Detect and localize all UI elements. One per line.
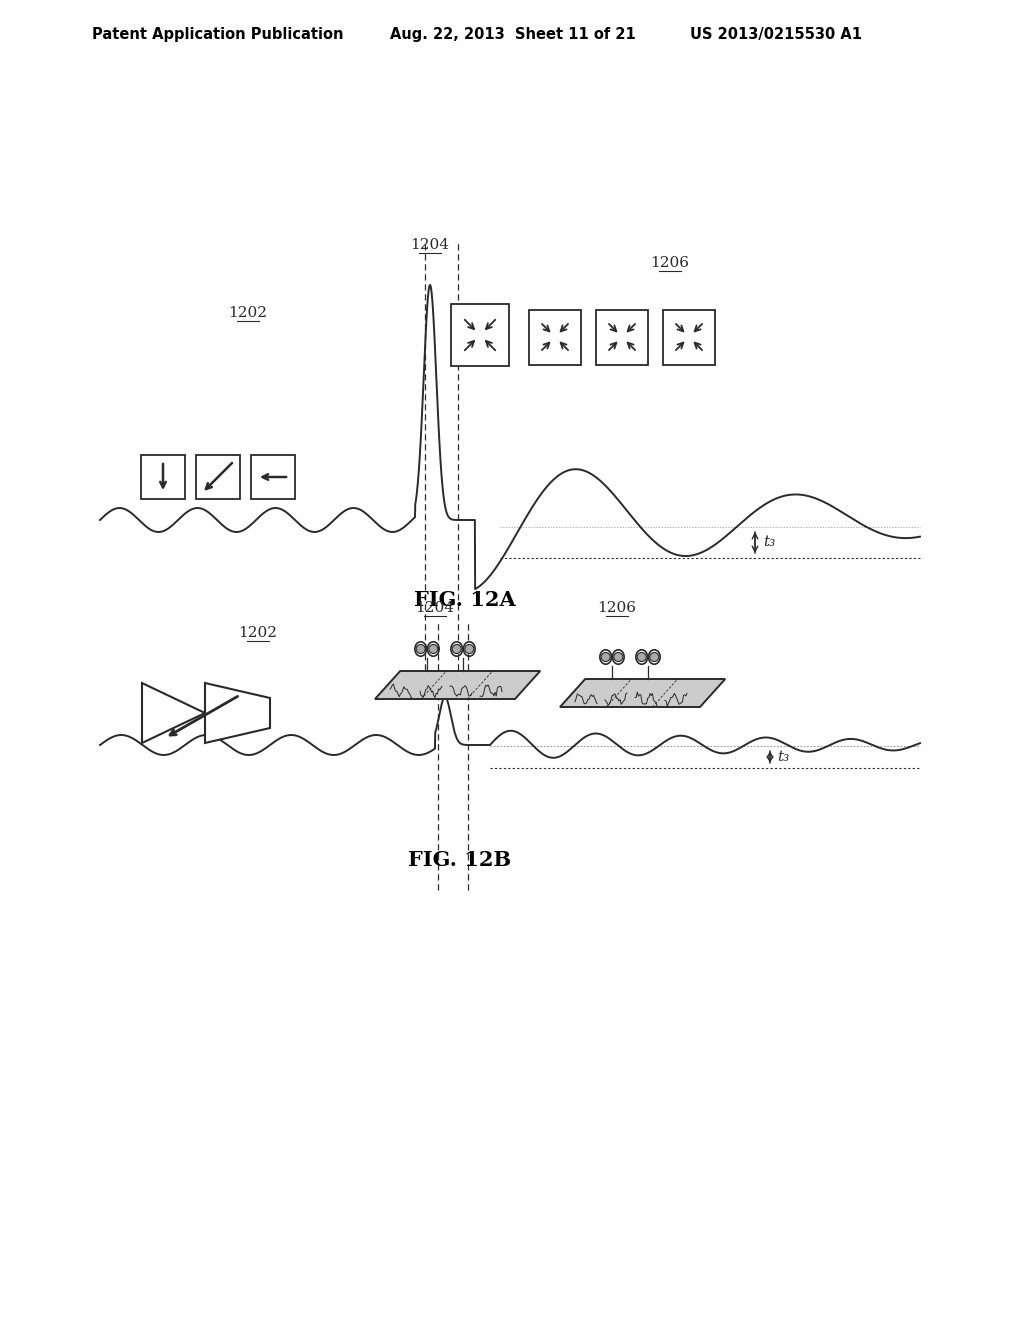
Text: FIG. 12A: FIG. 12A (414, 590, 516, 610)
Text: 1206: 1206 (597, 601, 637, 615)
Bar (596, 309, 648, 364)
Text: US 2013/0215530 A1: US 2013/0215530 A1 (690, 28, 862, 42)
Polygon shape (375, 671, 541, 700)
Bar (663, 309, 715, 364)
Text: 1206: 1206 (650, 256, 689, 271)
Bar (196, 455, 240, 499)
Text: t₃: t₃ (763, 536, 775, 549)
Bar (251, 455, 295, 499)
Polygon shape (560, 678, 725, 708)
Text: Patent Application Publication: Patent Application Publication (92, 28, 343, 42)
Bar (529, 309, 581, 364)
Circle shape (416, 644, 425, 653)
Circle shape (650, 652, 658, 661)
Circle shape (601, 652, 610, 661)
Polygon shape (142, 682, 205, 743)
Circle shape (637, 652, 646, 661)
Text: 1204: 1204 (411, 238, 450, 252)
Text: t₃: t₃ (777, 750, 790, 764)
Text: 1202: 1202 (239, 626, 278, 640)
Text: Aug. 22, 2013  Sheet 11 of 21: Aug. 22, 2013 Sheet 11 of 21 (390, 28, 636, 42)
Circle shape (613, 652, 623, 661)
Bar (451, 304, 509, 366)
Text: FIG. 12B: FIG. 12B (409, 850, 512, 870)
Bar (141, 455, 185, 499)
Circle shape (465, 644, 474, 653)
Text: 1202: 1202 (228, 306, 267, 319)
Polygon shape (205, 682, 270, 743)
Circle shape (429, 644, 438, 653)
Text: 1204: 1204 (416, 601, 455, 615)
Circle shape (453, 644, 461, 653)
